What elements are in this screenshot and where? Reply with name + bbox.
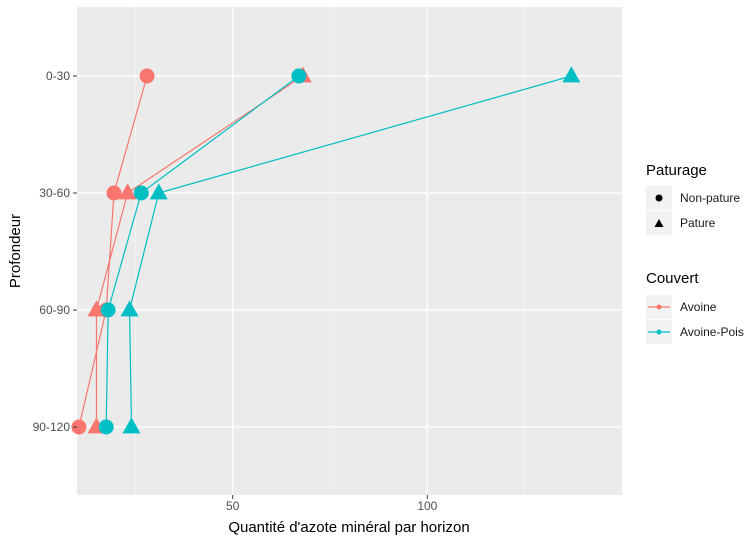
x-axis-label: Quantité d'azote minéral par horizon xyxy=(228,519,469,536)
series-line xyxy=(128,75,572,428)
x-tick-label: 50 xyxy=(226,499,240,513)
legend-item-avoine: Avoine xyxy=(680,300,717,314)
y-tick-label: 90-120 xyxy=(33,420,71,434)
data-point-circle xyxy=(71,419,87,435)
legend-paturage-title: Paturage xyxy=(646,162,707,179)
series-line xyxy=(78,75,148,428)
legend-item-avoine-pois: Avoine-Pois xyxy=(680,325,744,339)
series-layer xyxy=(71,66,581,435)
legend-item-non-pature: Non-pature xyxy=(680,191,740,205)
series-line xyxy=(95,75,304,427)
legend-couvert: Couvert Avoine Avoine-Pois xyxy=(646,270,744,344)
y-tick-label: 0-30 xyxy=(46,69,70,83)
data-point-circle xyxy=(291,68,307,84)
data-point-circle xyxy=(100,302,116,318)
x-tick-label: 100 xyxy=(417,499,437,513)
legend-circle-marker xyxy=(655,194,663,202)
x-axis: 50 100 xyxy=(226,495,438,513)
data-point-triangle xyxy=(149,183,168,200)
legend-triangle-marker xyxy=(654,219,664,227)
data-point-circle xyxy=(98,419,114,435)
grid-major xyxy=(77,7,622,495)
legend-avoine-pois-marker xyxy=(656,329,662,335)
series-line xyxy=(105,75,300,428)
y-tick-label: 30-60 xyxy=(39,186,70,200)
y-axis: 0-30 30-60 60-90 90-120 xyxy=(33,69,77,434)
y-tick-label: 60-90 xyxy=(39,303,70,317)
data-point-circle xyxy=(106,185,122,201)
data-point-circle xyxy=(133,185,149,201)
legend-avoine-marker xyxy=(656,304,662,310)
y-axis-label: Profondeur xyxy=(7,214,24,288)
grid-minor xyxy=(135,7,525,495)
data-point-triangle xyxy=(87,300,106,317)
legend-paturage: Paturage Non-pature Pature xyxy=(646,162,740,235)
plot-panel xyxy=(77,7,622,495)
legend-item-pature: Pature xyxy=(680,216,716,230)
data-point-triangle xyxy=(120,300,139,317)
data-point-circle xyxy=(139,68,155,84)
data-point-triangle xyxy=(118,183,137,200)
data-point-triangle xyxy=(562,66,581,83)
legend-couvert-title: Couvert xyxy=(646,270,699,287)
data-point-triangle xyxy=(122,417,141,434)
